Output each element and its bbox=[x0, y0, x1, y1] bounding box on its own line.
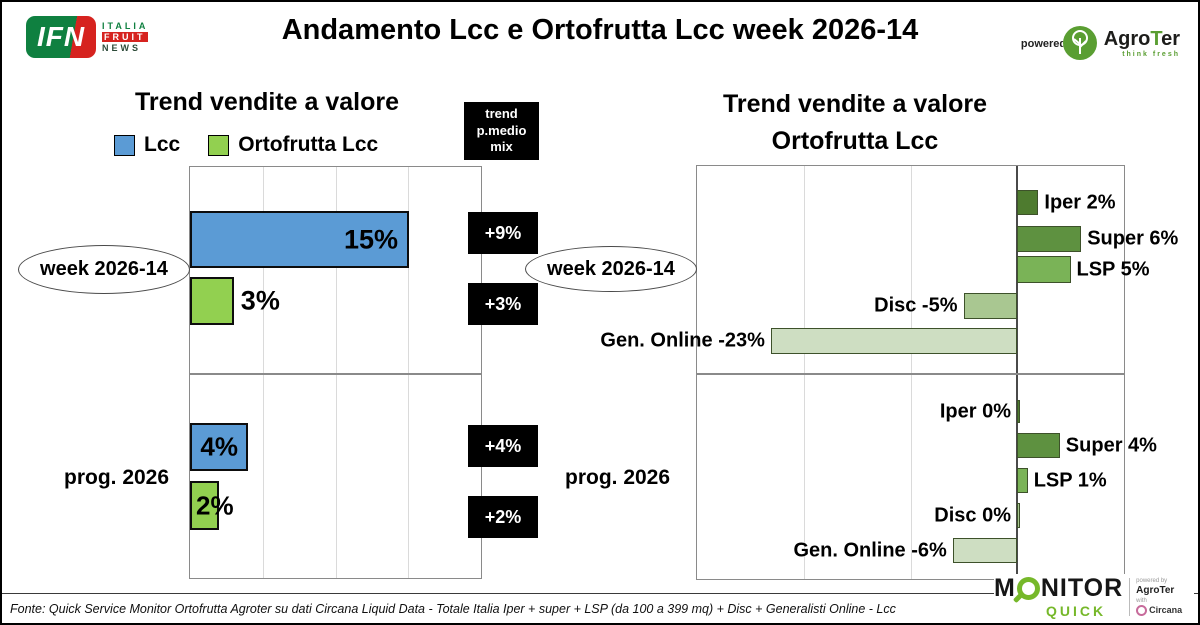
bar-value-label: Disc 0% bbox=[934, 504, 1011, 526]
bar-value-label: LSP 5% bbox=[1076, 258, 1150, 280]
agroter-tree-icon bbox=[1062, 26, 1097, 60]
gridline bbox=[408, 375, 410, 578]
ifn-word-fruit: FRUIT bbox=[102, 32, 149, 42]
left-chart-legend: Lcc Ortofrutta Lcc bbox=[114, 133, 378, 157]
legend-label-lcc: Lcc bbox=[144, 133, 181, 156]
bar-gen-online-prog: Gen. Online -6% bbox=[793, 538, 1017, 563]
legend-swatch-lcc bbox=[114, 134, 135, 156]
trend-box-prog-lcc: +4% bbox=[468, 425, 538, 467]
legend-item-ortofrutta: Ortofrutta Lcc bbox=[208, 133, 378, 157]
gridline bbox=[804, 166, 805, 373]
right-chart-title-line1: Trend vendite a valore bbox=[723, 90, 987, 118]
bar-iper-prog: Iper 0% bbox=[940, 400, 1020, 423]
agroter-name: AgroTer bbox=[1103, 27, 1180, 50]
agroter-tagline: think fresh bbox=[1122, 50, 1180, 58]
gridline bbox=[335, 375, 337, 578]
gridline bbox=[911, 375, 912, 579]
gridline bbox=[911, 166, 912, 373]
right-prog-plot: Iper 0% Super 4% LSP 1% Disc 0% Gen. Onl… bbox=[696, 374, 1157, 580]
footer-strip: Fonte: Quick Service Monitor Ortofrutta … bbox=[2, 593, 1198, 623]
bar-ortofrutta-week: 3% bbox=[190, 277, 280, 325]
right-week-plot: Iper 2% Super 6% LSP 5% Disc -5% Gen. On… bbox=[600, 165, 1178, 374]
bar-lcc-week: 15% bbox=[190, 211, 409, 268]
right-chart-title-line2: Ortofrutta Lcc bbox=[771, 127, 939, 155]
circana-icon bbox=[1136, 605, 1148, 617]
bar-super-prog: Super 4% bbox=[1017, 433, 1157, 458]
bar-value-label: Iper 2% bbox=[1044, 191, 1116, 213]
trend-box-week-ortofrutta: +3% bbox=[468, 283, 538, 325]
bar-lsp-week: LSP 5% bbox=[1017, 256, 1150, 283]
category-oval-week-right: week 2026-14 bbox=[525, 246, 697, 292]
category-label-prog-left: prog. 2026 bbox=[64, 466, 170, 489]
bar-disc-week: Disc -5% bbox=[874, 293, 1017, 319]
left-chart-title: Trend vendite a valore bbox=[135, 88, 399, 116]
category-oval-week-left: week 2026-14 bbox=[18, 245, 190, 294]
right-chart-title: Trend vendite a valore Ortofrutta Lcc bbox=[690, 86, 1020, 160]
left-week-plot: 15% 3% bbox=[189, 166, 482, 374]
bar-ortofrutta-prog: 2% bbox=[190, 481, 234, 530]
ifn-badge-icon: IFN bbox=[26, 16, 96, 58]
bar-super-week: Super 6% bbox=[1017, 226, 1178, 252]
legend-swatch-ortofrutta bbox=[208, 134, 230, 156]
monitor-wordmark: M NITOR bbox=[994, 574, 1124, 602]
trend-box-week-lcc: +9% bbox=[468, 212, 538, 254]
bar-iper-week: Iper 2% bbox=[1017, 190, 1116, 215]
bar-lcc-prog: 4% bbox=[190, 423, 249, 471]
bar-value-label: Disc -5% bbox=[874, 294, 958, 317]
gridline bbox=[262, 167, 264, 373]
bar-value-label: Super 6% bbox=[1087, 227, 1179, 250]
page-title: Andamento Lcc e Ortofrutta Lcc week 2026… bbox=[281, 14, 919, 46]
monitor-quick-partners: powered by AgroTer with Circana bbox=[1129, 577, 1182, 617]
trend-pmedio-mix-header: trend p.medio mix bbox=[464, 102, 539, 160]
bar-value-label: 15% bbox=[343, 224, 398, 254]
monitor-quick-logo: M NITOR QUICK powered by AgroTer with Cir… bbox=[994, 574, 1194, 620]
left-prog-plot: 4% 2% bbox=[189, 374, 482, 579]
quick-wordmark: QUICK bbox=[1046, 603, 1107, 619]
bar-gen-online-week: Gen. Online -23% bbox=[600, 328, 1017, 354]
legend-item-lcc: Lcc bbox=[114, 133, 180, 157]
bar-lsp-prog: LSP 1% bbox=[1017, 468, 1107, 493]
category-label-prog-right: prog. 2026 bbox=[565, 466, 671, 489]
bar-value-label: Gen. Online -6% bbox=[793, 539, 947, 561]
bar-value-label: 2% bbox=[196, 490, 234, 520]
bar-value-label: 4% bbox=[200, 431, 238, 462]
source-note: Fonte: Quick Service Monitor Ortofrutta … bbox=[10, 601, 896, 616]
gridline bbox=[804, 375, 805, 579]
ifn-word-italia: ITALIA bbox=[102, 21, 149, 31]
bar-value-label: 3% bbox=[240, 285, 280, 316]
bar-value-label: Gen. Online -23% bbox=[600, 329, 765, 352]
bar-value-label: Iper 0% bbox=[939, 400, 1011, 422]
bar-value-label: Super 4% bbox=[1065, 434, 1157, 456]
ifn-wordmark: ITALIA FRUIT NEWS bbox=[102, 21, 149, 53]
agroter-logo: AgroTer think fresh bbox=[1061, 24, 1180, 62]
ifn-word-news: NEWS bbox=[102, 43, 141, 53]
trend-box-prog-ortofrutta: +2% bbox=[468, 496, 538, 538]
legend-label-ortofrutta: Ortofrutta Lcc bbox=[238, 133, 379, 156]
magnifier-icon bbox=[1016, 577, 1040, 600]
gridline bbox=[262, 375, 264, 578]
gridline bbox=[335, 167, 337, 373]
gridline bbox=[408, 167, 410, 373]
ifn-logo: IFN ITALIA FRUIT NEWS bbox=[26, 16, 149, 58]
bar-value-label: LSP 1% bbox=[1033, 469, 1107, 491]
bar-disc-prog: Disc 0% bbox=[934, 503, 1020, 528]
